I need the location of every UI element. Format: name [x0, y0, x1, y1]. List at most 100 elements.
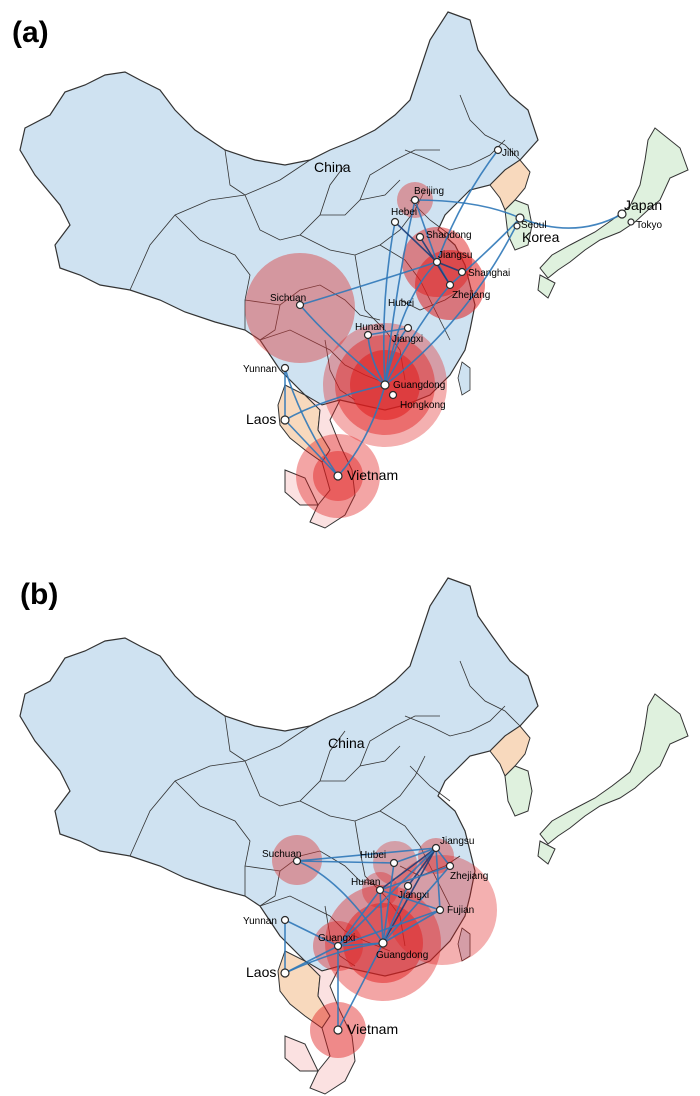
node-vietnam — [333, 471, 343, 481]
taiwan-island — [457, 361, 471, 396]
edge — [519, 213, 623, 229]
node-suchuan — [292, 856, 302, 866]
edge — [296, 860, 395, 864]
edge — [379, 889, 384, 944]
node-laos — [280, 968, 290, 978]
edge — [394, 221, 438, 263]
vietnam-region — [304, 960, 356, 1095]
node-tokyo — [627, 218, 635, 226]
edge-layer — [284, 149, 623, 477]
node-seoul — [513, 222, 521, 230]
edge — [384, 217, 521, 386]
edge — [299, 304, 386, 386]
edge — [367, 327, 409, 336]
node-laos — [280, 415, 290, 425]
node-hebei — [390, 217, 400, 227]
edge — [414, 199, 521, 219]
map-a: China Korea Japan Laos Vietnam Jilin Bei… — [19, 11, 689, 529]
label-korea: Korea — [522, 229, 560, 245]
node-jiangxi — [403, 323, 413, 333]
label-shandong: Shandong — [426, 230, 472, 241]
label-china: China — [314, 159, 351, 175]
label-hubei: Hubei — [360, 850, 386, 861]
edge — [382, 885, 409, 944]
edge — [337, 942, 384, 1031]
label-hubei: Hubei — [388, 298, 414, 309]
label-vietnam: Vietnam — [347, 1021, 398, 1037]
label-sichuan: Sichuan — [270, 293, 306, 304]
node-zhejiang — [445, 280, 455, 290]
edge — [299, 261, 438, 306]
edge — [384, 284, 451, 386]
label-laos: Laos — [246, 964, 276, 980]
label-china: China — [328, 735, 365, 751]
label-japan: Japan — [624, 197, 662, 213]
label-yunnan: Yunnan — [243, 364, 277, 375]
edge — [382, 865, 451, 944]
label-jiangsu: Jiangsu — [438, 250, 472, 261]
node-layer — [280, 843, 455, 1035]
label-jilin: Jilin — [502, 148, 519, 159]
edge-layer — [284, 847, 451, 1031]
label-jiangxi: Jiangxi — [398, 890, 429, 901]
label-guangdong: Guangdong — [376, 950, 428, 961]
label-zhejiang: Zhejiang — [450, 871, 488, 882]
label-tokyo: Tokyo — [636, 220, 663, 231]
label-laos: Laos — [246, 411, 276, 427]
taiwan-island — [457, 927, 471, 962]
edge — [284, 942, 384, 974]
edge — [382, 862, 395, 944]
label-zhejiang: Zhejiang — [452, 290, 490, 301]
node-hunan — [375, 885, 385, 895]
edge — [449, 217, 521, 286]
node-hongkong — [388, 390, 398, 400]
kyushu-island — [537, 840, 556, 865]
label-seoul: Seoul — [521, 220, 547, 231]
node-jiangsu — [431, 843, 441, 853]
node-layer — [280, 145, 635, 481]
edge — [384, 261, 438, 386]
label-suchuan: Suchuan — [262, 849, 301, 860]
edge — [284, 919, 339, 947]
node-jiangsu — [432, 257, 442, 267]
edge — [296, 847, 437, 862]
label-fujian: Fujian — [447, 905, 474, 916]
label-shanghai: Shanghai — [468, 268, 510, 279]
label-layer: China Laos Vietnam Suchuan Hubei Jiangsu… — [243, 735, 488, 1037]
edge — [337, 384, 386, 477]
edge — [379, 847, 437, 891]
label-beijing: Beijing — [414, 186, 444, 197]
node-beijing — [410, 195, 420, 205]
node-vietnam — [333, 1025, 343, 1035]
north-korea-region — [489, 725, 531, 777]
edge — [379, 865, 451, 891]
label-hunan: Hunan — [355, 322, 384, 333]
edge — [337, 847, 437, 947]
panel-b-label: (b) — [20, 578, 59, 611]
label-vietnam: Vietnam — [347, 467, 398, 483]
node-shandong — [415, 232, 425, 242]
node-shanghai — [457, 267, 467, 277]
node-yunnan — [280, 915, 290, 925]
node-jilin — [493, 145, 503, 155]
edge — [284, 367, 339, 477]
node-hubei — [389, 858, 399, 868]
node-zhejiang — [445, 861, 455, 871]
label-hebei: Hebei — [391, 207, 417, 218]
edge — [284, 384, 386, 421]
edge — [436, 261, 463, 273]
edge — [384, 199, 416, 386]
node-japan — [617, 209, 627, 219]
node-sichuan — [295, 300, 305, 310]
edge — [382, 221, 396, 386]
label-layer: China Korea Japan Laos Vietnam Jilin Bei… — [243, 148, 663, 483]
node-jiangxi — [403, 881, 413, 891]
edge — [382, 909, 441, 944]
cambodia-region — [284, 1035, 319, 1072]
node-korea — [515, 213, 525, 223]
label-guangdong: Guangdong — [393, 380, 445, 391]
node-hunan — [363, 330, 373, 340]
edge — [407, 847, 437, 887]
panel-a-label: (a) — [12, 16, 49, 49]
label-jiangsu: Jiangsu — [440, 836, 474, 847]
